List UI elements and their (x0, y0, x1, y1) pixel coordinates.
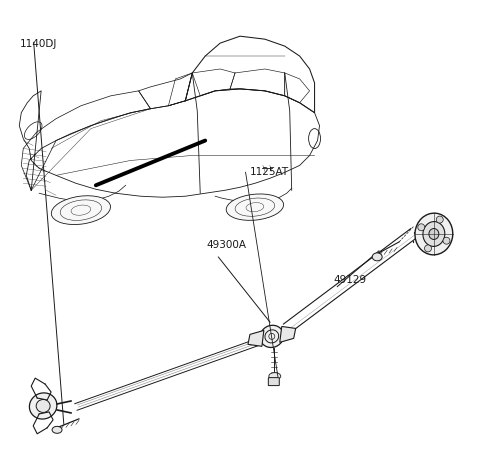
Ellipse shape (226, 194, 284, 220)
Polygon shape (248, 331, 264, 347)
Text: 49300A: 49300A (206, 240, 247, 250)
Circle shape (443, 237, 450, 244)
Circle shape (418, 224, 425, 231)
Text: 1140DJ: 1140DJ (20, 39, 57, 50)
Ellipse shape (51, 196, 110, 225)
Ellipse shape (36, 399, 50, 412)
Ellipse shape (269, 373, 281, 380)
Text: 1125AT: 1125AT (250, 167, 288, 177)
Ellipse shape (29, 393, 57, 419)
Polygon shape (280, 326, 296, 342)
Ellipse shape (415, 213, 453, 255)
Ellipse shape (260, 325, 284, 347)
Ellipse shape (423, 221, 445, 247)
Ellipse shape (52, 426, 62, 433)
Ellipse shape (235, 198, 275, 216)
Text: 49129: 49129 (333, 275, 366, 284)
Circle shape (424, 245, 432, 252)
FancyBboxPatch shape (268, 378, 279, 386)
Circle shape (436, 216, 443, 223)
Ellipse shape (372, 253, 382, 261)
Ellipse shape (429, 228, 439, 240)
Ellipse shape (60, 200, 102, 220)
